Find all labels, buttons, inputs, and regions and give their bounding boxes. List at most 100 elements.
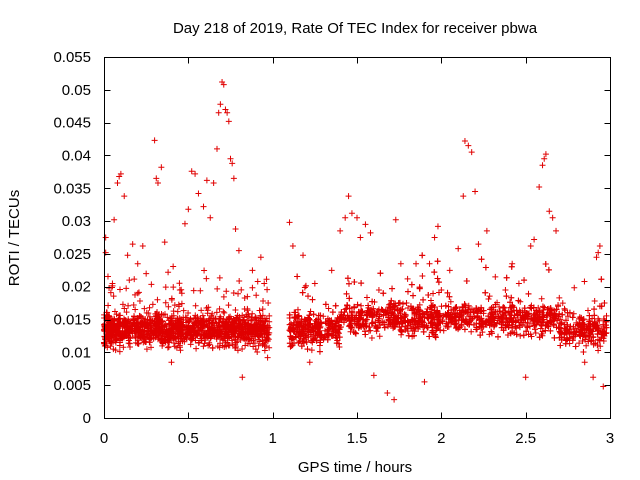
scatter-point-3418: [398, 328, 405, 335]
scatter-point-2994: [523, 328, 530, 335]
scatter-point-3275: [557, 342, 564, 349]
scatter-point-3537: [428, 319, 435, 326]
scatter-point-2912: [349, 325, 356, 332]
scatter-point-3127: [559, 311, 566, 318]
scatter-point-3110: [302, 332, 309, 339]
scatter-point-1005: [266, 312, 273, 319]
data-point-74: [384, 390, 391, 397]
scatter-point-436: [216, 274, 223, 281]
scatter-point-2369: [342, 306, 349, 313]
scatter-point-2873: [334, 314, 341, 321]
scatter-point-1383: [257, 323, 264, 330]
scatter-point-1119: [209, 344, 216, 351]
scatter-point-1307: [106, 338, 113, 345]
scatter-point-1385: [123, 323, 130, 330]
scatter-point-1382: [187, 329, 194, 336]
scatter-point-365: [135, 289, 142, 296]
x-tick-label-0: 0: [100, 430, 108, 447]
scatter-point-3354: [517, 309, 524, 316]
y-tick-label-3: 0.015: [53, 312, 91, 329]
scatter-point-3168: [343, 305, 350, 312]
data-point-35: [210, 180, 217, 187]
scatter-point-3124: [404, 288, 411, 295]
scatter-point-3420: [391, 323, 398, 330]
scatter-point-1279: [168, 312, 175, 319]
data-point-14: [134, 260, 141, 267]
scatter-point-1169: [135, 340, 142, 347]
scatter-point-3319: [302, 282, 309, 289]
scatter-point-3595: [455, 324, 462, 331]
scatter-point-3034: [508, 263, 515, 270]
scatter-point-3013: [566, 335, 573, 342]
scatter-point-3081: [335, 340, 342, 347]
scatter-point-459: [220, 308, 227, 315]
scatter-point-3408: [397, 306, 404, 313]
data-point-50: [244, 293, 251, 300]
scatter-point-1380: [187, 315, 194, 322]
scatter-point-3170: [423, 322, 430, 329]
data-point-13: [129, 241, 136, 248]
scatter-point-551: [149, 301, 156, 308]
scatter-point-2572: [376, 333, 383, 340]
scatter-point-3491: [324, 315, 331, 322]
data-point-45: [229, 160, 236, 167]
scatter-point-679: [164, 314, 171, 321]
scatter-point-3075: [585, 338, 592, 345]
scatter-point-211: [192, 302, 199, 309]
scatter-point-2326: [336, 344, 343, 351]
scatter-point-1088: [167, 317, 174, 324]
scatter-point-3397: [389, 310, 396, 317]
scatter-point-476: [130, 302, 137, 309]
data-point-64: [337, 227, 344, 234]
scatter-point-1375: [209, 331, 216, 338]
scatter-point-3335: [500, 304, 507, 311]
scatter-point-962: [240, 335, 247, 342]
scatter-point-1377: [210, 319, 217, 326]
scatter-point-3164: [513, 331, 520, 338]
scatter-point-3444: [521, 307, 528, 314]
scatter-point-3534: [544, 306, 551, 312]
data-point-27: [181, 220, 188, 227]
scatter-point-3372: [603, 324, 610, 331]
data-point-107: [553, 227, 560, 234]
scatter-point-3140: [434, 307, 441, 314]
scatter-point-3274: [488, 320, 495, 327]
data-point-7: [114, 180, 121, 187]
scatter-point-3154: [401, 311, 408, 318]
scatter-point-3311: [346, 295, 353, 302]
scatter-point-3546: [358, 323, 365, 330]
scatter-point-251: [162, 284, 169, 291]
scatter-point-1320: [142, 322, 149, 329]
scatter-point-2882: [344, 275, 351, 282]
scatter-point-1357: [238, 326, 245, 333]
data-point-115: [596, 243, 603, 250]
scatter-point-121: [123, 285, 130, 292]
scatter-point-1181: [155, 312, 162, 319]
scatter-point-720: [225, 302, 232, 309]
scatter-point-1302: [259, 341, 266, 348]
scatter-point-3485: [541, 304, 548, 311]
scatter-point-2772: [503, 293, 510, 300]
data-point-31: [195, 190, 202, 197]
scatter-point-1332: [230, 322, 237, 329]
scatter-point-3218: [572, 343, 579, 350]
scatter-point-1328: [264, 323, 271, 330]
scatter-point-1376: [222, 320, 229, 327]
data-point-89: [465, 142, 472, 149]
scatter-point-1341: [143, 331, 150, 338]
scatter-point-3268: [357, 309, 364, 316]
scatter-point-1245: [180, 314, 187, 321]
scatter-point-3482: [431, 269, 438, 276]
scatter-point-3216: [386, 301, 393, 308]
scatter-point-454: [119, 301, 126, 308]
scatter-point-3293: [594, 336, 601, 343]
scatter-point-3139: [398, 328, 405, 335]
scatter-point-2979: [335, 330, 342, 337]
scatter-point-3315: [336, 326, 343, 333]
scatter-point-3023: [435, 289, 442, 296]
scatter-point-3117: [305, 315, 312, 322]
scatter-point-3523: [318, 332, 325, 339]
data-point-81: [426, 260, 433, 267]
scatter-point-3505: [294, 326, 301, 333]
